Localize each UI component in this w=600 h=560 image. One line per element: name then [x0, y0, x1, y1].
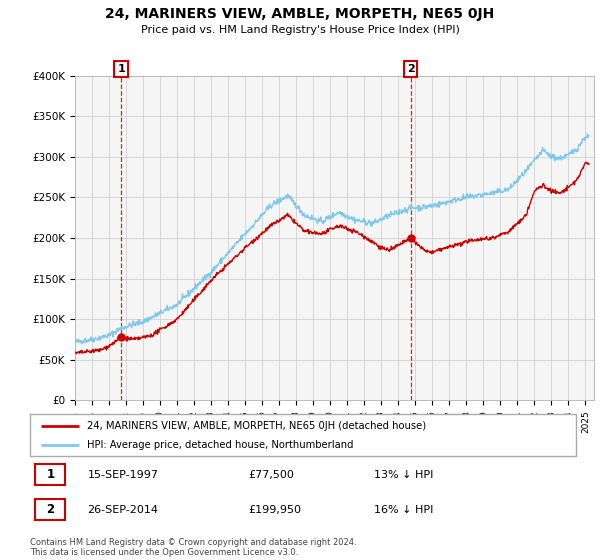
FancyBboxPatch shape [35, 464, 65, 485]
Text: 26-SEP-2014: 26-SEP-2014 [88, 505, 158, 515]
Text: 24, MARINERS VIEW, AMBLE, MORPETH, NE65 0JH (detached house): 24, MARINERS VIEW, AMBLE, MORPETH, NE65 … [88, 421, 427, 431]
Text: £199,950: £199,950 [248, 505, 301, 515]
Text: Contains HM Land Registry data © Crown copyright and database right 2024.
This d: Contains HM Land Registry data © Crown c… [30, 538, 356, 557]
FancyBboxPatch shape [30, 414, 576, 456]
Text: £77,500: £77,500 [248, 470, 294, 479]
Text: 16% ↓ HPI: 16% ↓ HPI [374, 505, 433, 515]
Text: 24, MARINERS VIEW, AMBLE, MORPETH, NE65 0JH: 24, MARINERS VIEW, AMBLE, MORPETH, NE65 … [106, 7, 494, 21]
Text: HPI: Average price, detached house, Northumberland: HPI: Average price, detached house, Nort… [88, 440, 354, 450]
Text: 2: 2 [46, 503, 55, 516]
Text: 1: 1 [117, 64, 125, 74]
Text: 2: 2 [407, 64, 415, 74]
Text: 15-SEP-1997: 15-SEP-1997 [88, 470, 158, 479]
Text: 13% ↓ HPI: 13% ↓ HPI [374, 470, 433, 479]
FancyBboxPatch shape [35, 499, 65, 520]
Text: 1: 1 [46, 468, 55, 481]
Text: Price paid vs. HM Land Registry's House Price Index (HPI): Price paid vs. HM Land Registry's House … [140, 25, 460, 35]
